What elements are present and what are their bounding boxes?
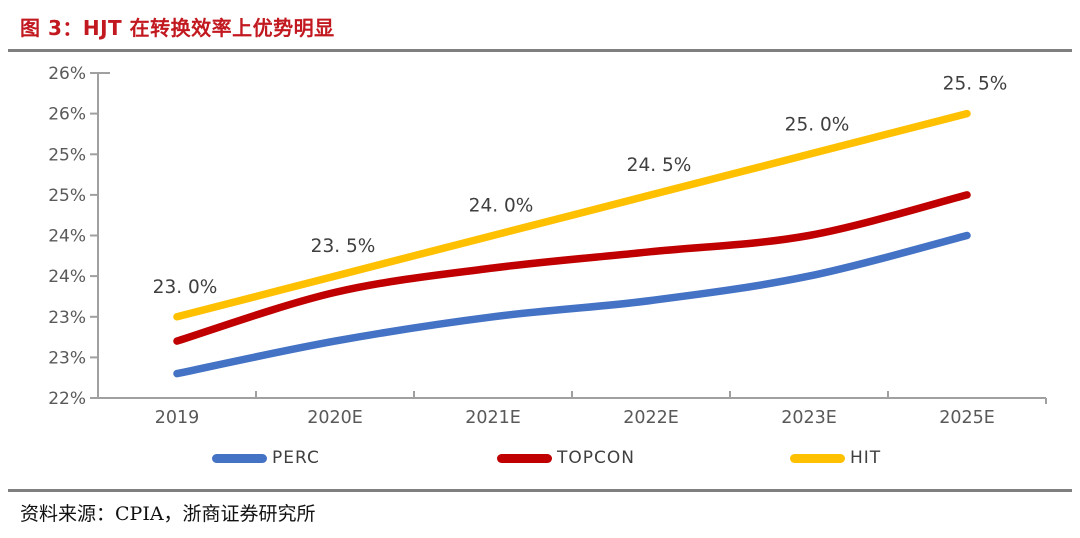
x-tick-label: 2020E bbox=[307, 408, 363, 428]
y-tick-label: 25% bbox=[48, 186, 86, 206]
x-tick-label: 2023E bbox=[781, 408, 837, 428]
x-tick-label: 2019 bbox=[155, 408, 200, 428]
hit-data-label: 25. 0% bbox=[785, 114, 850, 135]
y-tick-label: 26% bbox=[48, 105, 86, 125]
y-tick-label: 22% bbox=[48, 389, 86, 409]
x-tick-label: 2025E bbox=[939, 408, 995, 428]
chart-legend: PERC TOPCON HIT bbox=[0, 448, 1080, 470]
y-tick-label: 23% bbox=[48, 308, 86, 328]
legend-item-hit: HIT bbox=[790, 448, 881, 468]
topcon-series-line bbox=[173, 191, 971, 345]
hit-data-label: 24. 5% bbox=[627, 155, 692, 176]
legend-label-topcon: TOPCON bbox=[557, 448, 635, 468]
hit-data-label: 24. 0% bbox=[469, 196, 534, 217]
hit-data-label: 23. 0% bbox=[153, 277, 218, 298]
y-tick-label: 24% bbox=[48, 227, 86, 247]
data-source-note: 资料来源：CPIA，浙商证券研究所 bbox=[20, 503, 316, 525]
title-divider-line bbox=[8, 49, 1072, 52]
perc-line-swatch bbox=[212, 453, 267, 463]
legend-item-perc: PERC bbox=[212, 448, 320, 468]
hit-series-line bbox=[173, 109, 971, 321]
legend-label-perc: PERC bbox=[272, 448, 320, 468]
figure-title: 图 3：HJT 在转换效率上优势明显 bbox=[20, 16, 335, 40]
y-tick-label: 24% bbox=[48, 267, 86, 287]
y-tick-label: 23% bbox=[48, 348, 86, 368]
hit-data-label: 25. 5% bbox=[943, 74, 1008, 95]
legend-label-hit: HIT bbox=[850, 448, 882, 468]
y-tick-label: 26% bbox=[48, 64, 86, 84]
hit-line-swatch bbox=[790, 453, 845, 463]
perc-series-line bbox=[173, 231, 971, 378]
x-tick-label: 2021E bbox=[465, 408, 521, 428]
legend-item-topcon: TOPCON bbox=[497, 448, 635, 468]
hit-data-label: 23. 5% bbox=[311, 236, 376, 257]
y-tick-label: 25% bbox=[48, 145, 86, 165]
x-tick-label: 2022E bbox=[623, 408, 679, 428]
source-divider-line bbox=[8, 489, 1072, 492]
topcon-line-swatch bbox=[497, 453, 552, 463]
